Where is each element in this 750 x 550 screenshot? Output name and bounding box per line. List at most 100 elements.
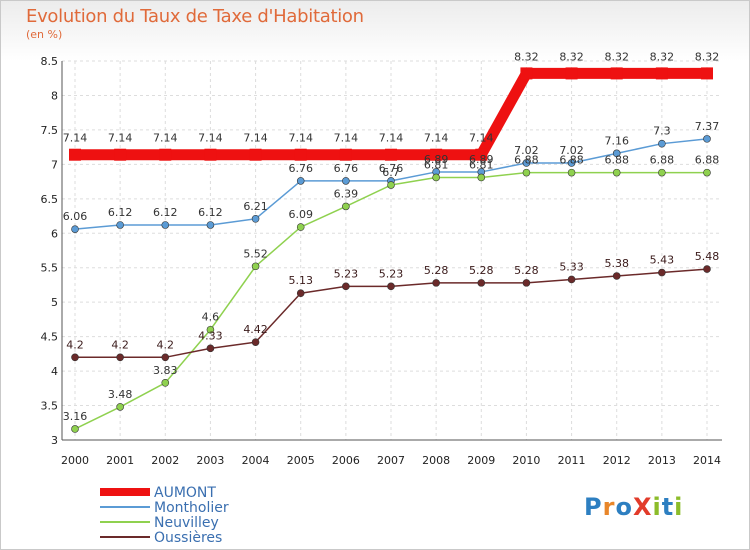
data-point [69,148,81,161]
data-label: 5.28 [469,264,494,277]
data-label: 6.89 [469,153,494,166]
data-label: 4.2 [111,338,129,351]
data-label: 6.88 [514,154,539,167]
chart-subtitle: (en %) [26,28,63,41]
y-tick-label: 6 [51,227,58,240]
data-label: 7.14 [153,132,178,145]
data-point [387,181,395,189]
x-tick-label: 2005 [287,454,315,467]
plot-area [62,61,722,440]
data-label: 6.21 [243,200,268,213]
data-point [71,353,79,362]
x-tick-label: 2000 [61,454,89,467]
data-point [251,215,260,223]
data-point [475,148,488,161]
data-label: 7.14 [288,132,313,145]
data-point [249,148,262,161]
data-label: 7.14 [334,132,359,145]
x-tick-label: 2012 [603,454,631,467]
data-label: 5.33 [559,260,584,273]
x-tick-label: 2008 [422,454,450,467]
data-point [522,168,531,177]
data-point [206,344,215,353]
y-tick-label: 4.5 [41,331,59,344]
data-point [116,221,124,229]
data-point [432,279,440,287]
data-point [658,168,666,177]
data-point [114,148,127,161]
y-tick-label: 5.5 [41,262,59,275]
data-label: 5.23 [334,267,359,280]
data-label: 5.43 [650,254,675,267]
data-point [161,379,170,387]
data-point [703,135,711,143]
data-label: 5.38 [604,257,629,270]
data-point [71,225,79,233]
data-point [658,139,666,148]
data-point [342,282,350,291]
data-label: 6.39 [334,187,359,200]
data-point [116,353,124,362]
data-label: 6.89 [424,153,449,166]
y-tick-label: 4 [51,365,58,378]
x-tick-label: 2004 [242,454,270,467]
data-point [477,173,486,182]
data-label: 7.14 [424,132,449,145]
data-point [161,221,170,229]
data-label: 4.6 [202,311,220,324]
data-labels: 7.14 7.14 7.14 7.14 7.14 7.14 7.14 7.14 7.14 7.14… [63,50,720,423]
x-tick-label: 2009 [467,454,495,467]
data-label: 6.76 [334,162,359,175]
data-label: 7.14 [379,132,404,145]
data-point [520,67,533,80]
data-label: 6.12 [198,206,223,219]
data-point [612,272,621,280]
data-label: 8.32 [559,50,584,63]
y-tick-label: 6.5 [41,193,59,206]
series-lines [69,67,713,433]
data-point [159,148,172,161]
x-tick-label: 2007 [377,454,405,467]
data-label: 6.81 [424,158,449,171]
data-label: 4.42 [243,323,268,336]
x-tick-label: 2010 [512,454,540,467]
data-point [296,289,305,298]
brand-logo: ProXiti [584,493,684,521]
data-point [294,148,307,161]
data-label: 6.88 [604,154,629,167]
y-tick-label: 5 [51,296,58,309]
data-point [703,168,711,177]
data-label: 4.33 [198,329,223,342]
data-label: 3.48 [108,388,133,401]
data-point [655,67,668,80]
data-label: 5.48 [695,250,720,263]
data-label: 7.14 [198,132,223,145]
data-point [565,67,578,80]
data-point [387,282,395,291]
data-point [116,403,124,411]
data-label: 6.12 [153,206,178,219]
data-label: 7.02 [514,144,539,157]
legend-label: Montholier [154,500,229,516]
data-label: 7.3 [653,125,671,138]
data-label: 7.14 [108,132,133,145]
data-label: 7.37 [695,120,720,133]
data-point [296,177,305,185]
chart-title: Evolution du Taux de Taxe d'Habitation [26,6,364,27]
x-tick-label: 2014 [693,454,721,467]
legend-label: AUMONT [154,485,216,501]
x-tick-label: 2011 [558,454,586,467]
data-label: 6.7 [382,166,400,179]
data-point [477,279,486,287]
x-tick-label: 2003 [196,454,224,467]
y-tick-label: 3.5 [41,400,59,413]
data-point [251,338,260,346]
data-point [204,148,217,161]
data-point [342,202,350,211]
data-label: 6.76 [379,162,404,175]
data-label: 6.09 [288,208,313,221]
data-label: 7.14 [63,132,88,145]
data-point [567,159,576,167]
data-point [296,223,305,231]
